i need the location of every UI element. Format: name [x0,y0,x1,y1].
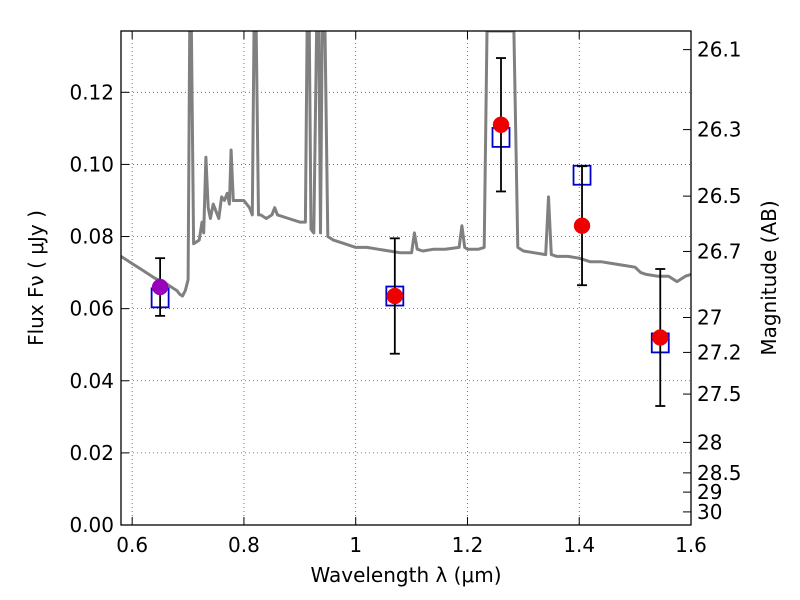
y2-tick-label: 28 [697,430,722,454]
markers-layer [150,57,670,407]
y-tick-label: 0.04 [69,369,114,393]
y2-tick-label: 27.5 [697,382,742,406]
y2-tick-label: 29 [697,480,722,504]
y2-tick-label: 28.5 [697,461,742,485]
x-tick-label: 0.8 [228,533,260,557]
observed-flux-point [151,278,169,296]
y2-tick-label: 30 [697,500,722,524]
y-tick-label: 0.08 [69,225,114,249]
y-tick-label: 0.02 [69,441,114,465]
observed-flux-point [573,217,591,234]
y2-axis-label: Magnitude (AB) [757,200,781,355]
y2-tick-label: 26.7 [697,239,742,263]
observed-flux-point [492,116,510,134]
y2-tick-label: 26.5 [697,184,742,208]
x-axis-label: Wavelength λ (μm) [310,563,501,587]
y2-tick-label: 26.1 [697,38,742,62]
y-tick-label: 0.10 [69,152,114,176]
spectrum-layer [121,31,691,298]
y2-tick-label: 27.2 [697,340,742,364]
y-axis-label: Flux Fν ( μJy ) [24,210,48,346]
x-tick-label: 1.6 [675,533,707,557]
x-tick-label: 0.6 [116,533,148,557]
y-tick-label: 0.00 [69,513,114,537]
model-spectrum-line [121,31,691,298]
plot-frame [120,30,692,526]
y-tick-label: 0.06 [69,297,114,321]
x-tick-label: 1.2 [452,533,484,557]
y-tick-label: 0.12 [69,80,114,104]
y2-tick-label: 27 [697,305,722,329]
x-tick-label: 1.4 [563,533,595,557]
grid [121,31,691,525]
observed-flux-point [652,329,669,346]
x-tick-label: 1 [349,533,362,557]
y2-tick-label: 26.3 [697,118,742,142]
axis-ticks: 0.6 0.8 1 1.2 1.4 1.6 0.00 0.02 0.04 0.06 0.08 0.10… [69,31,742,557]
observed-flux-point [386,287,404,305]
